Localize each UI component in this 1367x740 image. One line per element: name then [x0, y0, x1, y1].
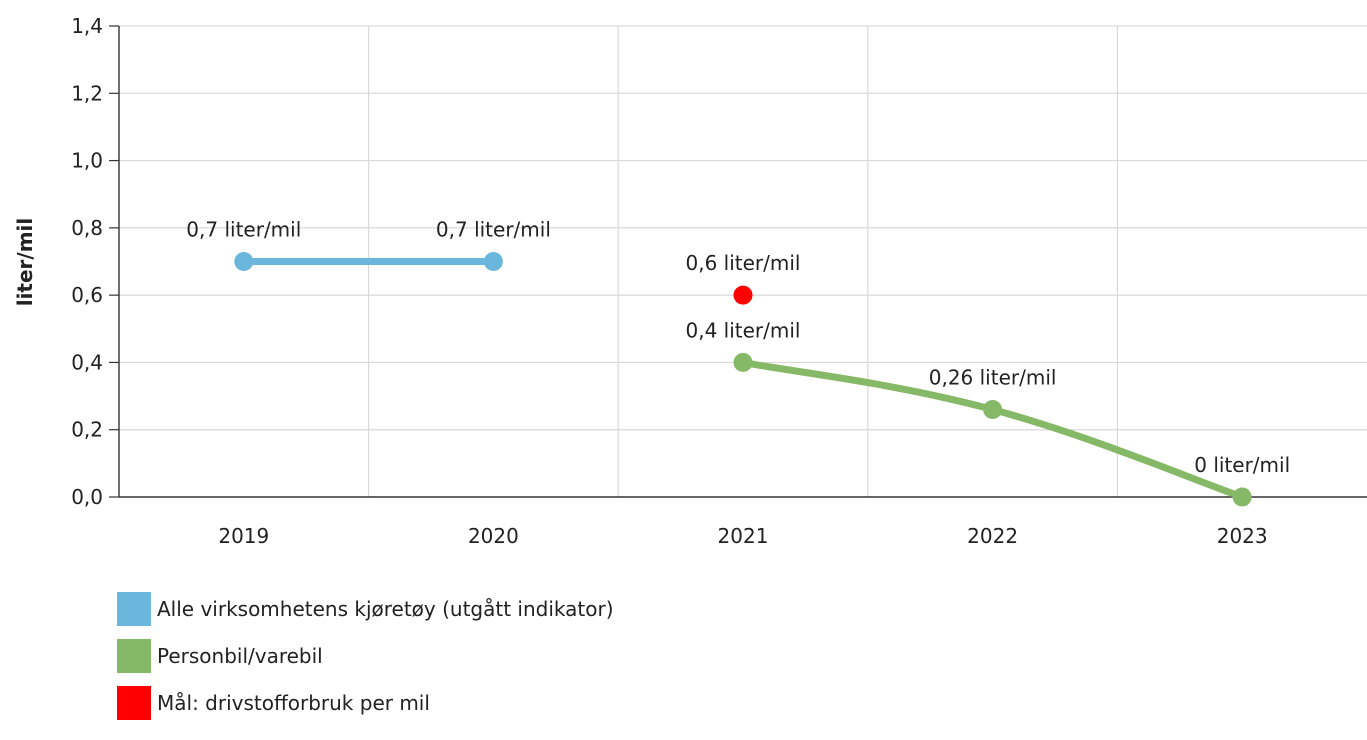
data-label: 0,26 liter/mil — [929, 366, 1057, 390]
legend-item[interactable]: Alle virksomhetens kjøretøy (utgått indi… — [117, 590, 614, 628]
x-tick-label: 2023 — [1217, 524, 1268, 548]
data-label: 0 liter/mil — [1194, 453, 1290, 477]
data-point — [483, 252, 503, 271]
x-tick-label: 2021 — [718, 524, 769, 548]
legend-swatch — [117, 639, 151, 673]
y-tick-label: 1,4 — [71, 14, 103, 38]
axes: 0,0 0,2 0,4 0,6 0,8 1,0 1,2 1,4 2019 2020 2021 2022… — [71, 14, 1367, 548]
legend-swatch — [117, 686, 151, 720]
y-tick-label: 0,6 — [71, 283, 103, 307]
line-chart: 0,0 0,2 0,4 0,6 0,8 1,0 1,2 1,4 2019 2020 2021 2022… — [13, 14, 1367, 548]
y-tick-label: 0,0 — [71, 485, 103, 509]
legend-label: Personbil/varebil — [157, 644, 323, 668]
data-label: 0,4 liter/mil — [686, 318, 801, 342]
data-label: 0,7 liter/mil — [436, 218, 551, 242]
y-tick-label: 1,0 — [71, 149, 103, 173]
y-tick-label: 0,8 — [71, 216, 103, 240]
y-tick-label: 0,2 — [71, 418, 103, 442]
data-point — [1232, 487, 1252, 507]
x-tick-label: 2022 — [967, 524, 1018, 548]
legend: Alle virksomhetens kjøretøy (utgått indi… — [117, 590, 614, 731]
x-tick-label: 2019 — [218, 524, 269, 548]
data-point — [733, 352, 753, 372]
data-labels: 0,7 liter/mil 0,7 liter/mil 0,4 liter/mil 0… — [186, 218, 1290, 478]
y-tick-label: 1,2 — [71, 81, 103, 105]
legend-item[interactable]: Personbil/varebil — [117, 637, 614, 675]
y-tick-label: 0,4 — [71, 350, 103, 374]
data-point — [733, 285, 753, 305]
legend-label: Mål: drivstofforbruk per mil — [157, 691, 430, 715]
x-tick-label: 2020 — [468, 524, 519, 548]
legend-label: Alle virksomhetens kjøretøy (utgått indi… — [157, 597, 614, 621]
y-axis-label: liter/mil — [13, 218, 37, 307]
grid-lines — [119, 25, 1367, 497]
data-label: 0,7 liter/mil — [186, 218, 301, 242]
legend-swatch — [117, 592, 151, 626]
legend-item[interactable]: Mål: drivstofforbruk per mil — [117, 684, 614, 722]
data-label: 0,6 liter/mil — [686, 251, 801, 275]
series — [234, 252, 1252, 507]
data-point — [983, 400, 1003, 420]
data-point — [234, 252, 254, 271]
